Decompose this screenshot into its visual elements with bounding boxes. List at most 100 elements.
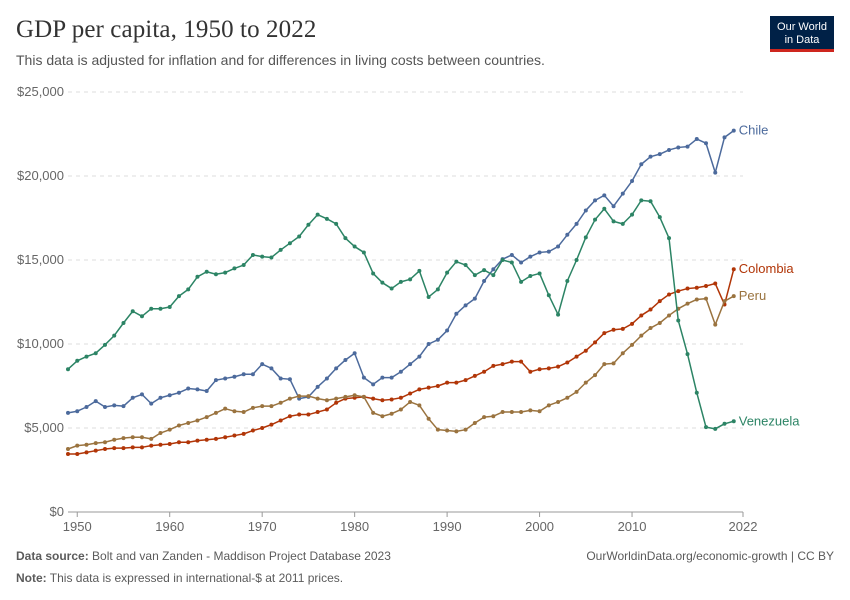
data-point-peru: [269, 404, 274, 409]
data-point-colombia: [491, 363, 496, 368]
data-point-peru: [241, 410, 246, 415]
data-point-venezuela: [463, 263, 468, 268]
data-point-peru: [519, 410, 524, 415]
data-point-venezuela: [722, 421, 727, 426]
data-point-colombia: [241, 431, 246, 436]
data-point-chile: [121, 404, 126, 409]
chart-title: GDP per capita, 1950 to 2022: [16, 16, 317, 43]
data-point-chile: [204, 389, 209, 394]
data-point-peru: [66, 447, 70, 451]
data-point-peru: [704, 296, 709, 301]
data-point-colombia: [112, 446, 117, 451]
data-point-colombia: [528, 369, 533, 374]
data-point-chile: [260, 362, 265, 367]
data-point-peru: [334, 396, 339, 401]
data-point-peru: [648, 326, 653, 331]
data-point-peru: [454, 429, 459, 434]
data-point-colombia: [84, 450, 89, 455]
data-point-peru: [694, 297, 699, 302]
data-point-venezuela: [704, 425, 709, 430]
data-point-venezuela: [713, 426, 718, 431]
chart-note: Note: This data is expressed in internat…: [16, 571, 343, 585]
data-point-peru: [149, 436, 154, 441]
license-text: | CC BY: [787, 549, 834, 563]
data-point-venezuela: [556, 312, 561, 317]
data-point-colombia: [593, 340, 598, 345]
data-point-colombia: [371, 396, 376, 401]
data-point-venezuela: [204, 269, 209, 274]
y-tick-label: $10,000: [17, 336, 64, 351]
data-point-peru: [639, 333, 644, 338]
series-lines: [66, 128, 736, 457]
data-point-peru: [500, 410, 505, 415]
data-point-colombia: [676, 289, 681, 294]
grid-lines: [68, 91, 743, 429]
data-point-venezuela: [491, 273, 496, 278]
footer-link-area: OurWorldinData.org/economic-growth | CC …: [586, 549, 834, 563]
data-point-venezuela: [593, 217, 598, 222]
data-point-venezuela: [158, 306, 163, 311]
data-point-chile: [463, 303, 468, 308]
data-point-peru: [102, 440, 107, 445]
data-point-colombia: [121, 446, 126, 451]
data-point-colombia: [713, 281, 718, 286]
series-labels: Chile Colombia Peru Venezuela: [739, 123, 800, 429]
data-point-colombia: [66, 452, 70, 457]
owid-logo[interactable]: Our World in Data: [770, 16, 834, 52]
data-point-colombia: [130, 445, 135, 450]
data-point-chile: [398, 369, 403, 374]
x-tick-label: 1970: [248, 519, 277, 534]
data-point-chile: [694, 137, 699, 142]
data-point-colombia: [472, 373, 477, 378]
data-point-colombia: [398, 395, 403, 400]
data-point-peru: [731, 294, 736, 299]
data-point-venezuela: [297, 234, 302, 239]
data-point-chile: [352, 351, 357, 356]
data-point-chile: [602, 193, 607, 198]
data-point-peru: [574, 389, 579, 394]
data-point-venezuela: [639, 198, 644, 203]
data-point-chile: [620, 191, 625, 196]
data-point-venezuela: [528, 273, 533, 278]
data-point-colombia: [630, 321, 635, 326]
data-point-colombia: [232, 433, 237, 438]
data-point-colombia: [315, 410, 320, 415]
source-link[interactable]: OurWorldinData.org/economic-growth: [586, 549, 788, 563]
x-tick-label: 1960: [155, 519, 184, 534]
data-point-colombia: [694, 285, 699, 290]
data-point-colombia: [102, 447, 107, 451]
data-point-peru: [112, 437, 117, 442]
data-point-chile: [546, 249, 551, 254]
data-point-chile: [435, 337, 440, 342]
data-point-venezuela: [630, 212, 635, 217]
data-point-colombia: [574, 354, 579, 359]
data-point-colombia: [195, 438, 200, 443]
data-point-peru: [75, 443, 80, 448]
data-point-chile: [722, 135, 727, 140]
logo-line-2: in Data: [784, 34, 820, 46]
data-point-peru: [260, 404, 265, 409]
data-point-peru: [278, 400, 283, 405]
data-point-peru: [528, 408, 533, 413]
data-point-chile: [574, 221, 579, 226]
data-point-colombia: [454, 380, 459, 385]
data-point-venezuela: [334, 221, 339, 226]
data-point-venezuela: [648, 199, 653, 204]
data-point-colombia: [704, 284, 709, 289]
data-point-chile: [139, 392, 144, 397]
data-point-colombia: [167, 441, 172, 446]
note-label: Note:: [16, 571, 47, 585]
data-point-venezuela: [694, 390, 699, 395]
data-point-chile: [278, 376, 283, 381]
data-point-chile: [371, 382, 376, 387]
logo-line-1: Our World: [777, 21, 827, 33]
data-point-venezuela: [408, 277, 413, 282]
data-point-colombia: [287, 414, 292, 419]
data-point-peru: [389, 411, 394, 416]
data-point-venezuela: [352, 244, 357, 249]
data-point-peru: [417, 403, 422, 408]
data-point-colombia: [602, 331, 607, 336]
data-point-venezuela: [139, 314, 144, 319]
data-point-chile: [676, 145, 681, 150]
data-point-venezuela: [565, 279, 570, 283]
